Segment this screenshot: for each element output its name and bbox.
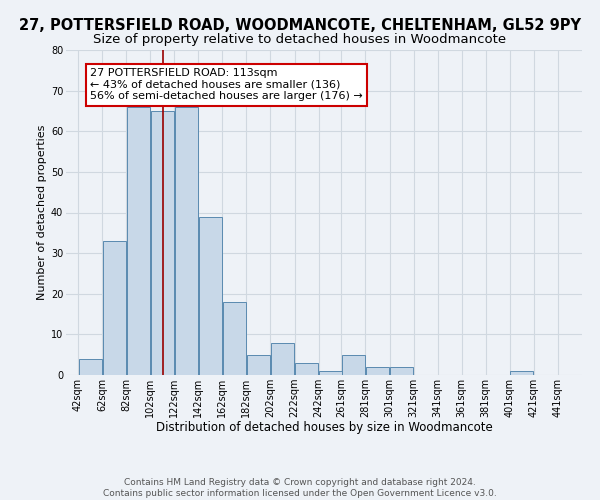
Text: Size of property relative to detached houses in Woodmancote: Size of property relative to detached ho… <box>94 32 506 46</box>
Text: Contains HM Land Registry data © Crown copyright and database right 2024.
Contai: Contains HM Land Registry data © Crown c… <box>103 478 497 498</box>
Bar <box>175 107 198 375</box>
Bar <box>199 216 222 375</box>
Bar <box>295 363 318 375</box>
Y-axis label: Number of detached properties: Number of detached properties <box>37 125 47 300</box>
Bar <box>342 354 365 375</box>
Bar <box>271 342 294 375</box>
Bar <box>319 371 342 375</box>
X-axis label: Distribution of detached houses by size in Woodmancote: Distribution of detached houses by size … <box>155 422 493 434</box>
Bar <box>366 367 389 375</box>
Bar <box>151 111 174 375</box>
Bar <box>247 354 270 375</box>
Text: 27, POTTERSFIELD ROAD, WOODMANCOTE, CHELTENHAM, GL52 9PY: 27, POTTERSFIELD ROAD, WOODMANCOTE, CHEL… <box>19 18 581 32</box>
Bar <box>127 107 150 375</box>
Bar <box>390 367 413 375</box>
Bar <box>103 241 125 375</box>
Bar <box>511 371 533 375</box>
Bar <box>79 359 101 375</box>
Bar <box>223 302 246 375</box>
Text: 27 POTTERSFIELD ROAD: 113sqm
← 43% of detached houses are smaller (136)
56% of s: 27 POTTERSFIELD ROAD: 113sqm ← 43% of de… <box>90 68 363 102</box>
